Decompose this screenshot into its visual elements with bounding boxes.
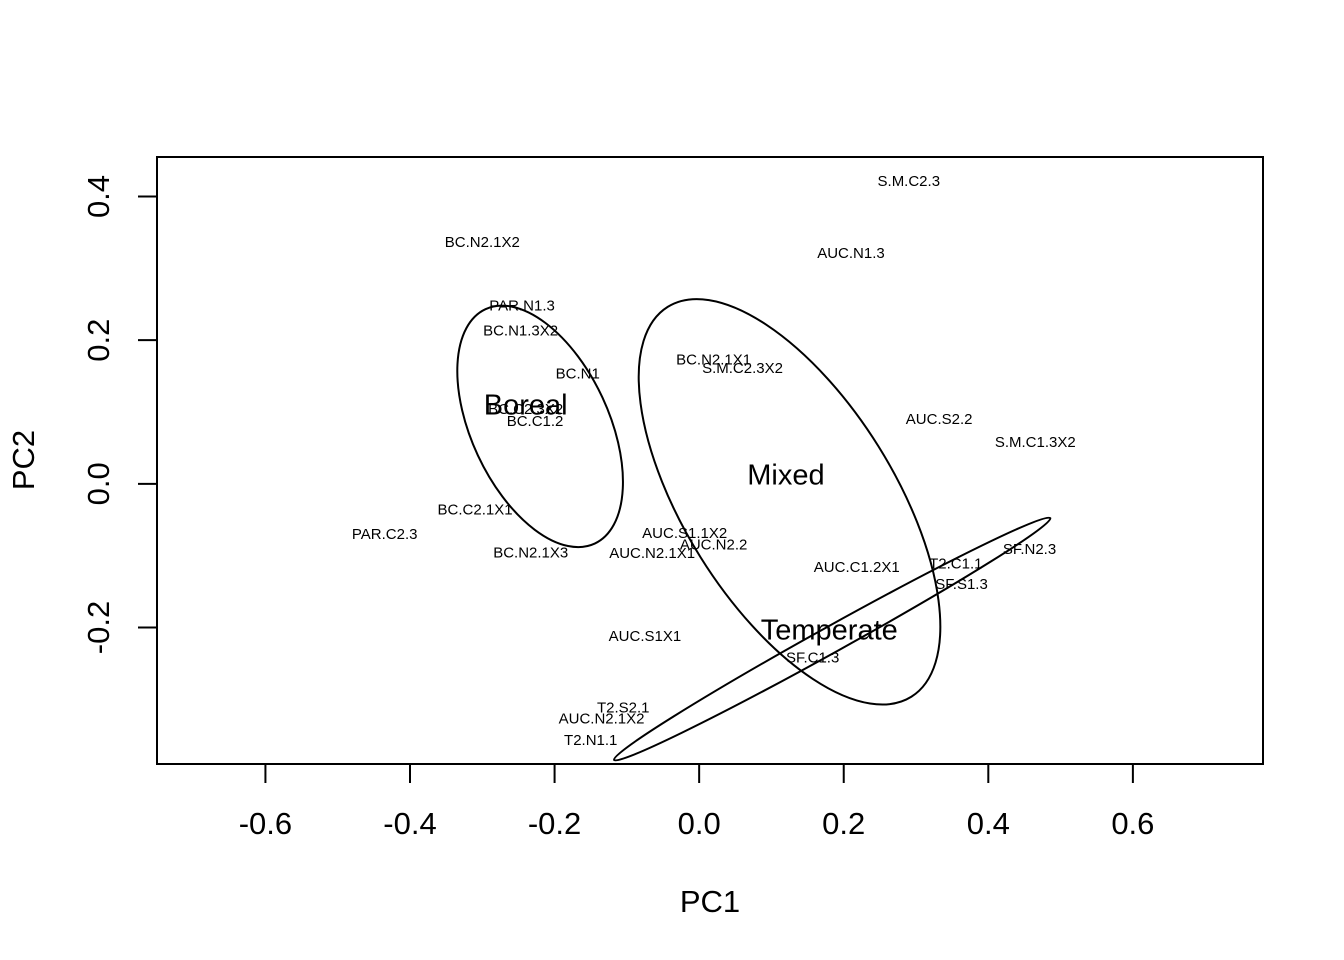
- point-label: AUC.S1X1: [609, 628, 682, 645]
- y-tick-label: 0.0: [81, 462, 116, 505]
- point-label: S.M.C2.3: [878, 173, 941, 190]
- point-label: S.M.C2.3X2: [702, 360, 783, 377]
- point-label: PAR.C2.3: [352, 526, 418, 543]
- point-label: BC.N2.1X1: [676, 351, 751, 368]
- x-tick-label: -0.4: [383, 806, 436, 841]
- point-label: T2.S2.1: [597, 700, 650, 717]
- point-labels: S.M.C2.3 BC.N2.1X2 AUC.N1.3 PAR.N1.3 BC.N1.3…: [352, 173, 1076, 749]
- group-label-temperate: Temperate: [761, 614, 898, 646]
- y-tick-label: 0.4: [81, 175, 116, 218]
- x-axis-title: PC1: [680, 884, 740, 919]
- x-tick-label: 0.2: [822, 806, 865, 841]
- point-label: SF.C1.3: [786, 649, 839, 666]
- group-ellipse-boreal: [456, 304, 624, 549]
- point-label: T2.N1.1: [564, 732, 617, 749]
- point-label: AUC.N2.2: [680, 537, 748, 554]
- point-label: BC.N2.1X3: [493, 544, 568, 561]
- x-tick-label: 0.4: [967, 806, 1010, 841]
- point-label: AUC.N2.1X2: [559, 710, 645, 727]
- group-ellipse-temperate: [612, 516, 1052, 762]
- point-label: BC.C1.2: [507, 413, 564, 430]
- group-label-boreal: Boreal: [484, 390, 568, 422]
- point-label: AUC.N1.3: [817, 245, 885, 262]
- point-label: T2.C1.1: [929, 555, 982, 572]
- y-axis-title: PC2: [6, 430, 41, 490]
- point-label: S.M.C1.3X2: [995, 434, 1076, 451]
- group-labels: Boreal Mixed Temperate: [484, 390, 898, 647]
- point-label: BC.C2.1X1: [438, 501, 513, 518]
- point-label: AUC.N2.1X1: [609, 545, 695, 562]
- point-label: BC.N2.1X2: [445, 234, 520, 251]
- point-label: BC.N1: [556, 366, 600, 383]
- plot-frame: [156, 156, 1264, 765]
- point-label: AUC.S1.1X2: [642, 525, 727, 542]
- x-tick-label: -0.6: [239, 806, 292, 841]
- point-label: PAR.N1.3: [489, 297, 555, 314]
- x-tick-label: -0.2: [528, 806, 581, 841]
- point-label: BC.C2.3X2: [488, 401, 563, 418]
- y-tick-label: -0.2: [81, 601, 116, 654]
- y-tick-label: 0.2: [81, 319, 116, 362]
- group-ellipses: [456, 298, 1052, 762]
- x-tick-label: 0.0: [678, 806, 721, 841]
- point-label: SF.S1.3: [935, 576, 988, 593]
- point-label: AUC.S2.2: [906, 411, 973, 428]
- x-axis: -0.6 -0.4 -0.2 0.0 0.2 0.4 0.6: [239, 763, 1154, 841]
- point-label: BC.N1.3X2: [483, 323, 558, 340]
- group-label-mixed: Mixed: [747, 459, 824, 491]
- y-axis: -0.2 0.0 0.2 0.4: [81, 175, 158, 654]
- point-label: SF.N2.3: [1003, 541, 1056, 558]
- x-tick-label: 0.6: [1111, 806, 1154, 841]
- group-ellipse-mixed: [637, 298, 942, 706]
- point-label: AUC.C1.2X1: [814, 559, 900, 576]
